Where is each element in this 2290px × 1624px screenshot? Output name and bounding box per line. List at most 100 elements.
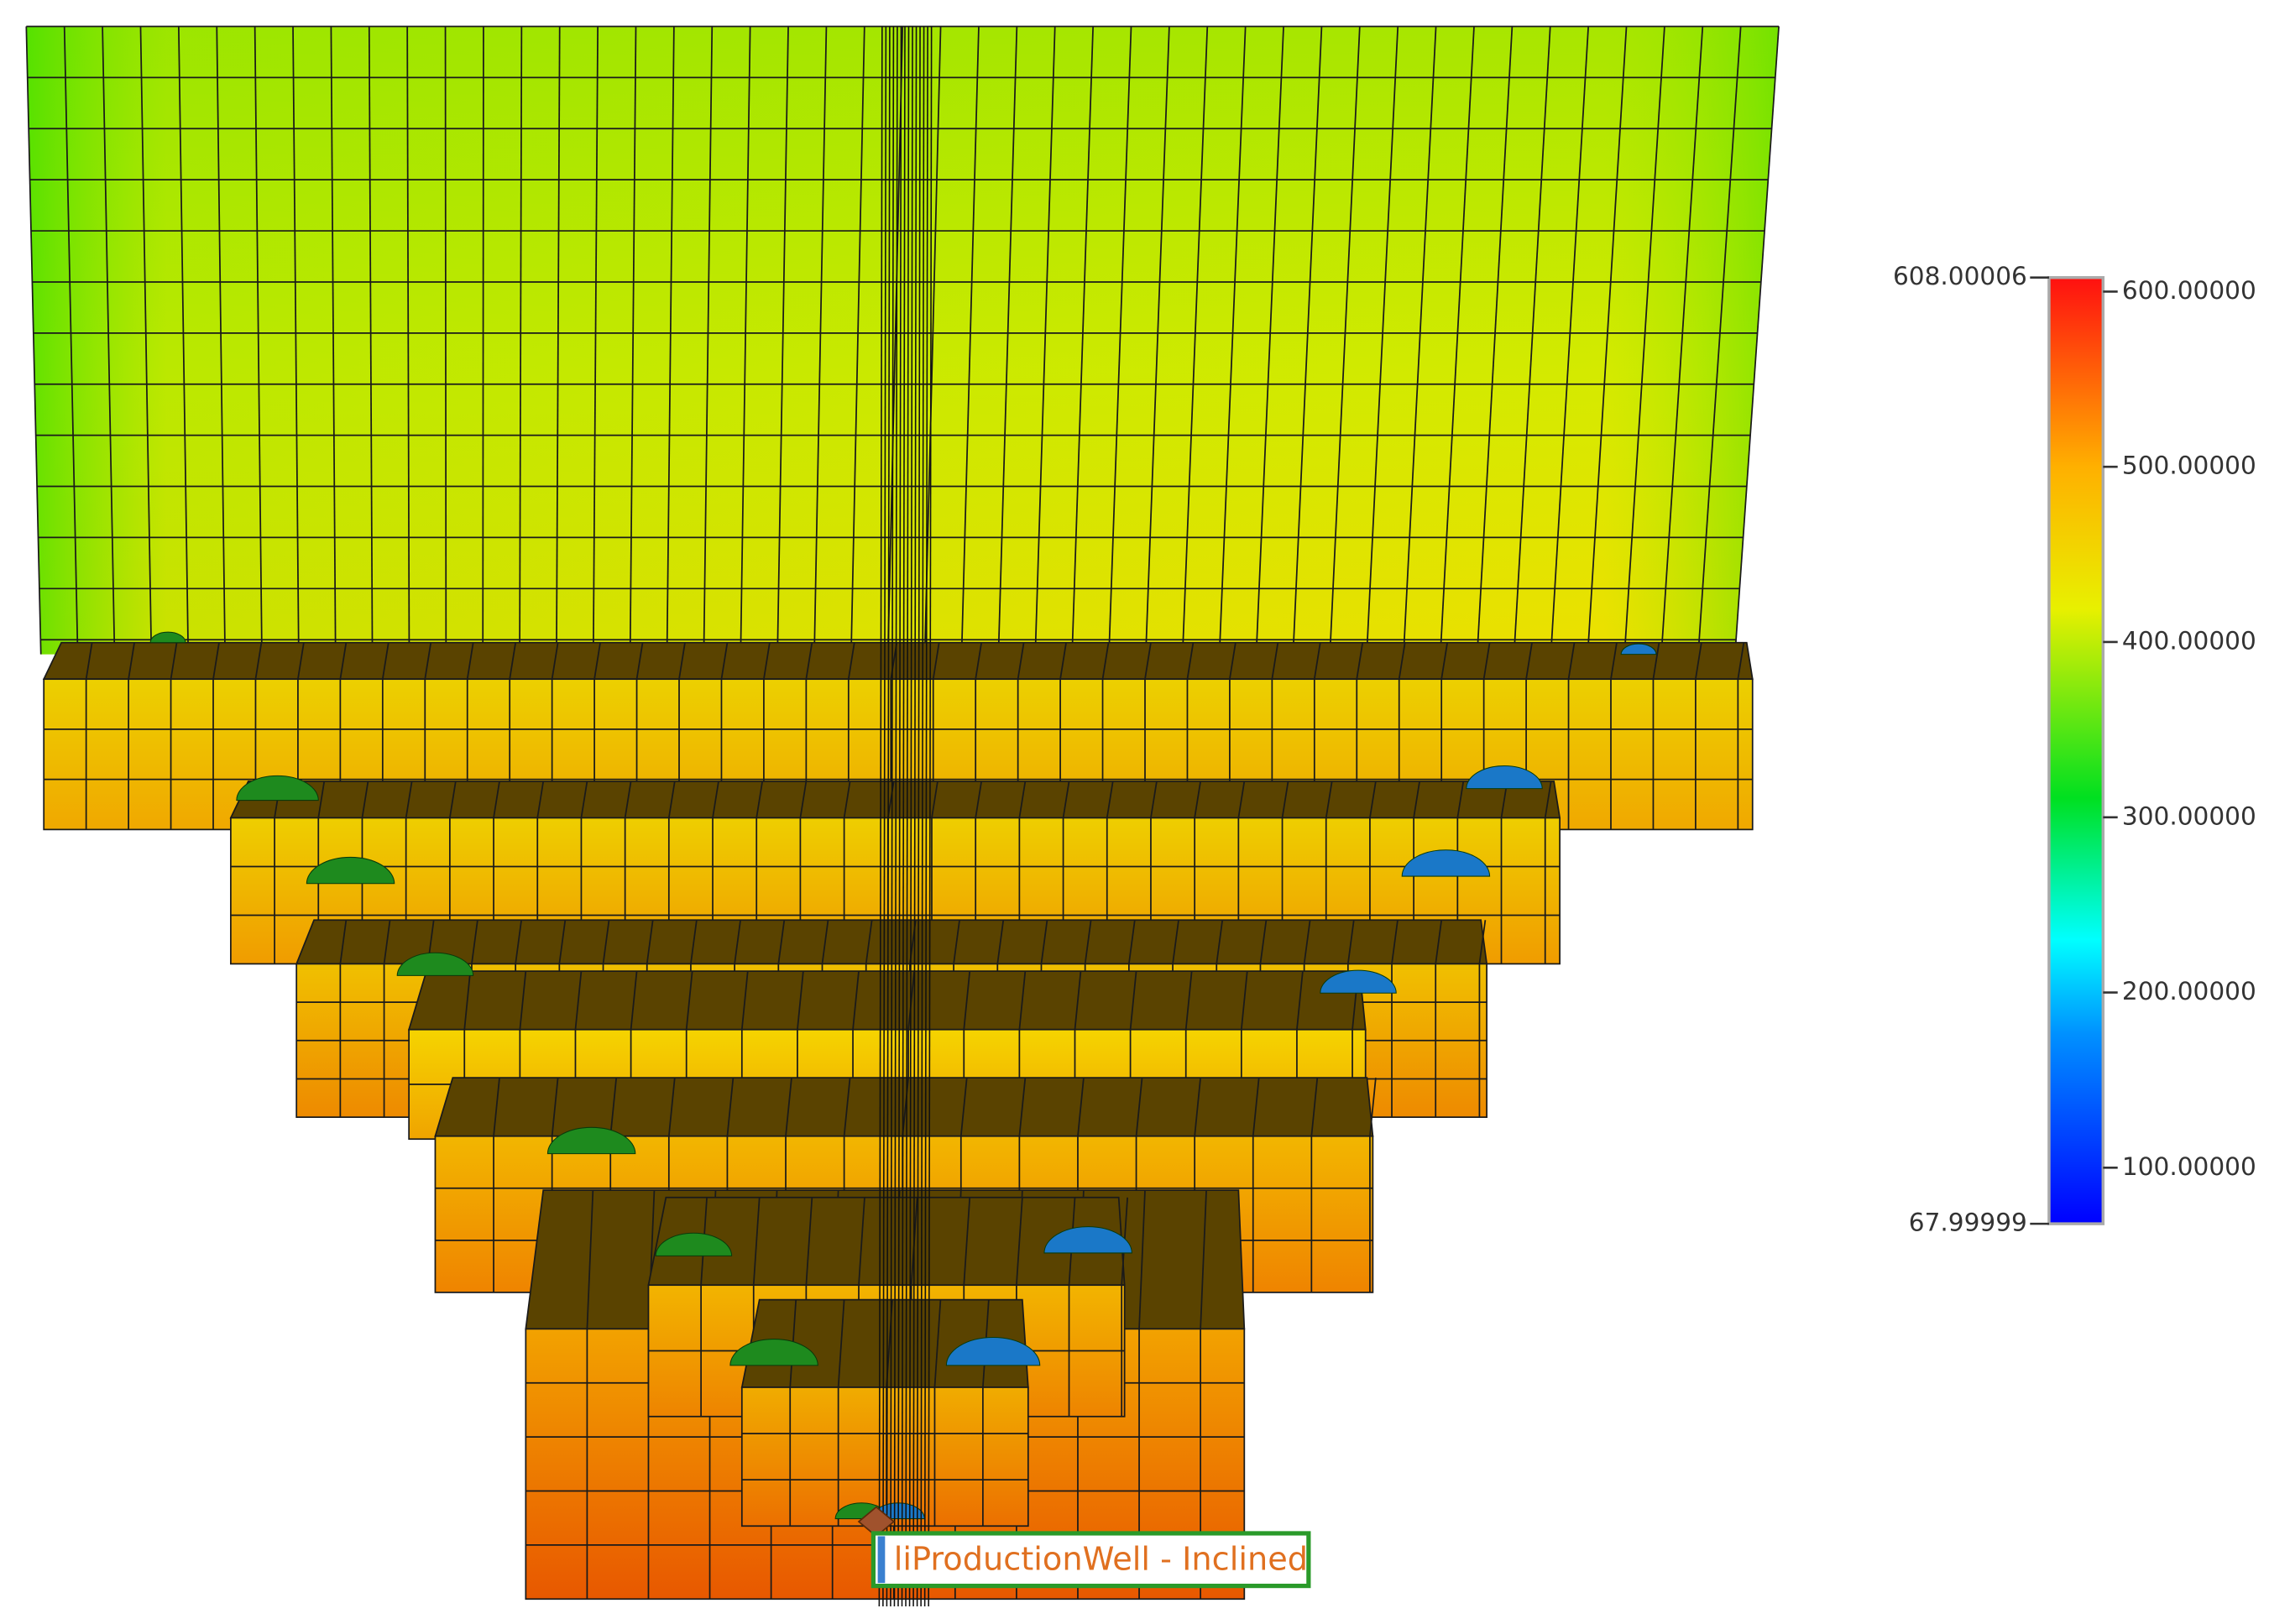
cell-edge bbox=[574, 971, 583, 1030]
cell-edge bbox=[1440, 26, 1475, 655]
cell-edge bbox=[1108, 26, 1132, 655]
cell-edge bbox=[667, 1078, 676, 1136]
cell-edge bbox=[1071, 26, 1094, 655]
top-layer-shade bbox=[26, 26, 1780, 655]
cell-edge bbox=[843, 781, 851, 818]
well-line bbox=[923, 26, 928, 1606]
cell-edge bbox=[383, 920, 391, 964]
well-label: liProductionWell - Inclined bbox=[871, 1531, 1311, 1589]
well-line bbox=[886, 26, 891, 1606]
cell-edge bbox=[1059, 642, 1067, 680]
cell-edge bbox=[128, 642, 135, 680]
cell-edge bbox=[703, 26, 714, 655]
cell-edge bbox=[726, 1078, 735, 1136]
cell-edge bbox=[624, 781, 632, 818]
well-line bbox=[928, 26, 933, 1606]
cell-edge bbox=[630, 971, 638, 1030]
cell-edge bbox=[1181, 26, 1209, 655]
legend-tick-label: 100.00000 bbox=[2122, 1152, 2256, 1181]
cell-edge bbox=[466, 642, 474, 680]
cell-edge bbox=[1194, 781, 1201, 818]
cell-edge bbox=[1018, 781, 1027, 818]
cell-edge bbox=[1310, 1078, 1319, 1136]
cell-edge bbox=[740, 26, 751, 655]
completion-cone bbox=[236, 775, 319, 802]
well-line bbox=[901, 26, 906, 1606]
cell-edge bbox=[339, 642, 348, 680]
cell-edge bbox=[1252, 1078, 1260, 1136]
cell-edge bbox=[646, 920, 654, 964]
cell-edge bbox=[25, 26, 42, 655]
cell-edge bbox=[805, 1197, 813, 1286]
cell-edge bbox=[1040, 920, 1048, 964]
cell-edge bbox=[933, 1299, 942, 1388]
cell-edge bbox=[1062, 781, 1070, 818]
cell-edge bbox=[805, 642, 813, 680]
well-line bbox=[893, 26, 898, 1606]
cell-edge bbox=[1292, 26, 1323, 655]
cell-edge bbox=[1435, 920, 1443, 964]
cell-edge bbox=[1398, 642, 1406, 680]
well-line bbox=[897, 26, 902, 1606]
cell-edge bbox=[1391, 920, 1399, 964]
cell-edge bbox=[85, 642, 93, 680]
cell-edge bbox=[1106, 781, 1114, 818]
cell-edge bbox=[1366, 26, 1399, 655]
cell-edge bbox=[963, 1197, 971, 1286]
cell-edge bbox=[1550, 26, 1590, 655]
cell-edge bbox=[685, 971, 693, 1030]
cell-edge bbox=[556, 26, 561, 655]
cell-edge bbox=[720, 642, 729, 680]
cell-edge bbox=[785, 1078, 792, 1136]
completion-cone bbox=[546, 1126, 636, 1155]
cell-edge bbox=[1017, 642, 1025, 680]
cell-edge bbox=[797, 971, 804, 1030]
cell-edge bbox=[1325, 781, 1333, 818]
cell-edge bbox=[317, 781, 326, 818]
cell-edge bbox=[448, 781, 457, 818]
cell-edge bbox=[368, 26, 374, 655]
reservoir-grid bbox=[25, 25, 1780, 1606]
cell-edge bbox=[886, 26, 904, 655]
cell-edge bbox=[212, 642, 220, 680]
cell-edge bbox=[1184, 971, 1193, 1030]
completion-cone bbox=[655, 1232, 733, 1256]
cell-edge bbox=[216, 26, 226, 655]
cell-edge bbox=[1259, 920, 1268, 964]
cell-edge bbox=[1476, 26, 1514, 655]
cell-edge bbox=[292, 26, 300, 655]
well-line bbox=[890, 26, 895, 1606]
cell-edge bbox=[858, 1197, 865, 1286]
well-line bbox=[878, 26, 883, 1606]
cell-edge bbox=[471, 920, 478, 964]
cell-edge bbox=[953, 920, 960, 964]
cell-edge bbox=[975, 642, 983, 680]
cell-edge bbox=[1216, 920, 1224, 964]
legend-tick-label: 400.00000 bbox=[2122, 626, 2256, 655]
cell-edge bbox=[1513, 26, 1551, 655]
cell-edge bbox=[886, 781, 895, 818]
legend-tick-label: 300.00000 bbox=[2122, 802, 2256, 830]
cell-edge bbox=[102, 26, 116, 655]
cell-edge bbox=[1018, 971, 1027, 1030]
completion-cone bbox=[1620, 643, 1657, 655]
legend-tick-label: 600.00000 bbox=[2122, 276, 2256, 305]
cell-edge bbox=[960, 26, 980, 655]
completion-cone bbox=[1043, 1226, 1132, 1254]
completion-cone bbox=[1320, 969, 1397, 994]
cell-edge bbox=[777, 920, 786, 964]
cell-edge bbox=[629, 26, 637, 655]
cell-edge bbox=[1413, 781, 1420, 818]
cell-edge bbox=[1587, 26, 1628, 655]
cell-edge bbox=[254, 26, 263, 655]
cell-edge bbox=[1150, 781, 1158, 818]
well-line bbox=[912, 26, 918, 1606]
cell-edge bbox=[1084, 920, 1092, 964]
cell-edge bbox=[1734, 26, 1780, 655]
cell-edge bbox=[635, 642, 644, 680]
cell-edge bbox=[1135, 1078, 1143, 1136]
cell-edge bbox=[1652, 642, 1660, 680]
cell-edge bbox=[763, 642, 771, 680]
cell-edge bbox=[1525, 642, 1533, 680]
cell-edge bbox=[361, 781, 369, 818]
